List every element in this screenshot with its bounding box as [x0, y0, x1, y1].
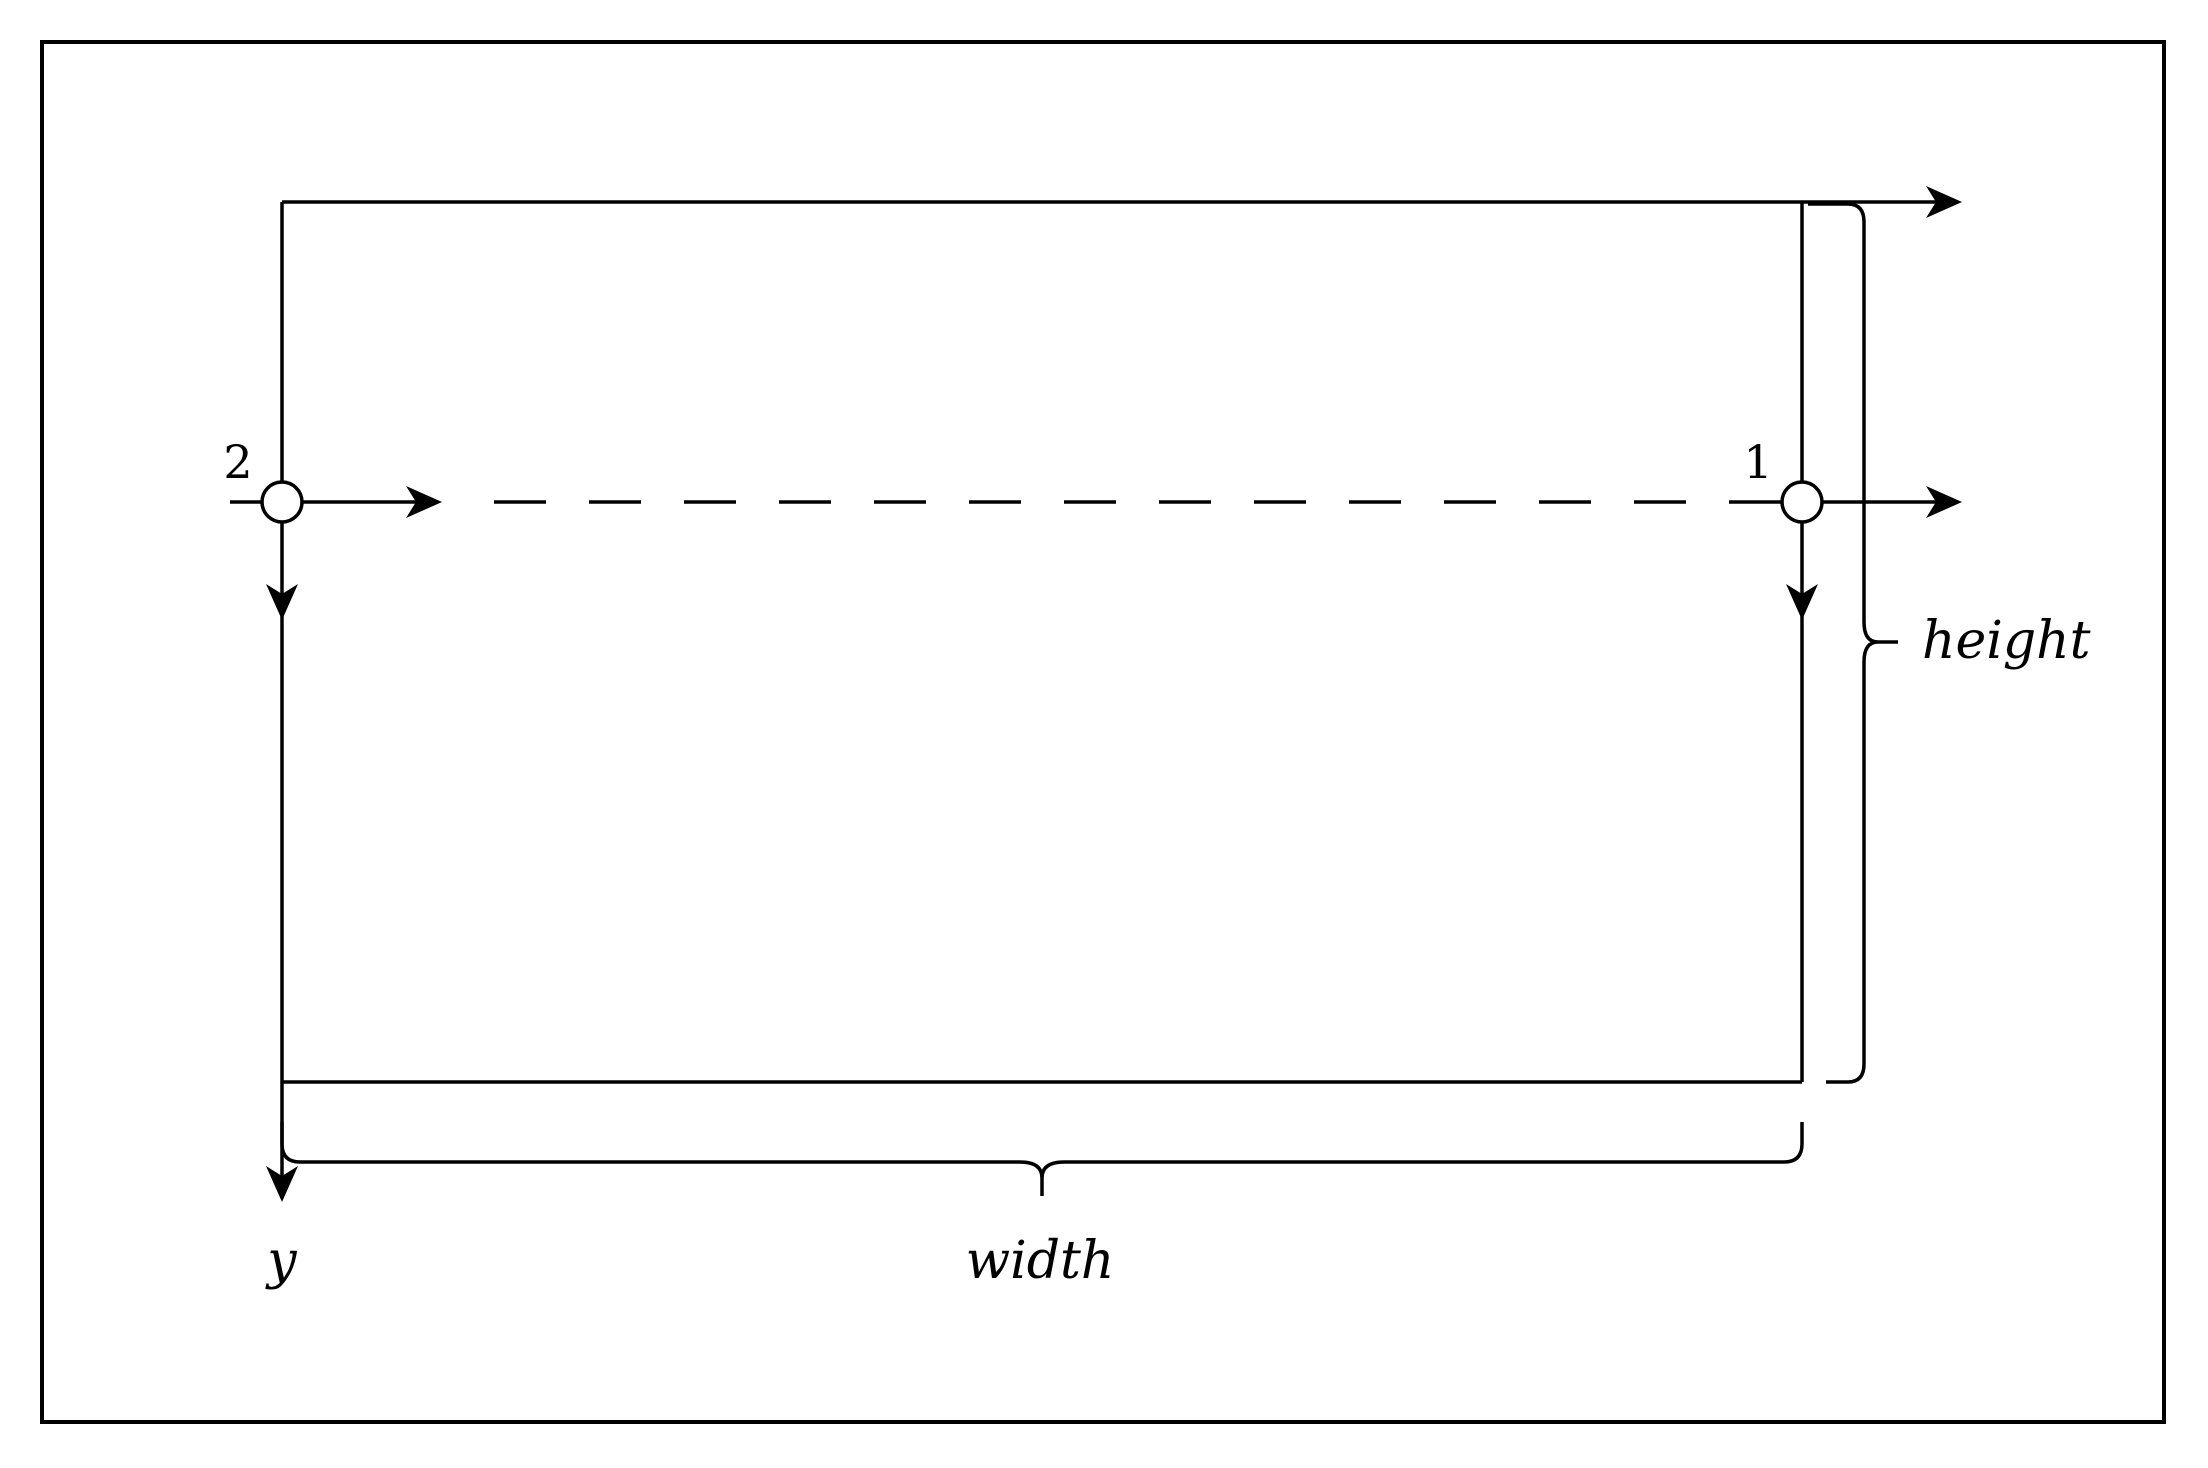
node-2-down-arrowhead [266, 584, 298, 620]
node-1-down-arrowhead [1786, 584, 1818, 620]
width-label: width [966, 1231, 1115, 1291]
height-brace [1808, 202, 1898, 1084]
node-1-label: 1 [1743, 435, 1772, 489]
node-1-right-arrowhead [1926, 486, 1962, 518]
top-edge-arrowhead [1926, 186, 1962, 218]
node-2-circle [260, 480, 304, 524]
height-label: height [1922, 611, 2091, 671]
outer-frame [40, 40, 2166, 1424]
node-2-label: 2 [223, 435, 252, 489]
y-axis-label: y [265, 1231, 297, 1291]
y-axis-arrowhead [266, 1166, 298, 1202]
width-brace [280, 1122, 1804, 1196]
node-1-circle [1780, 480, 1824, 524]
node-2-right-arrowhead [406, 486, 442, 518]
